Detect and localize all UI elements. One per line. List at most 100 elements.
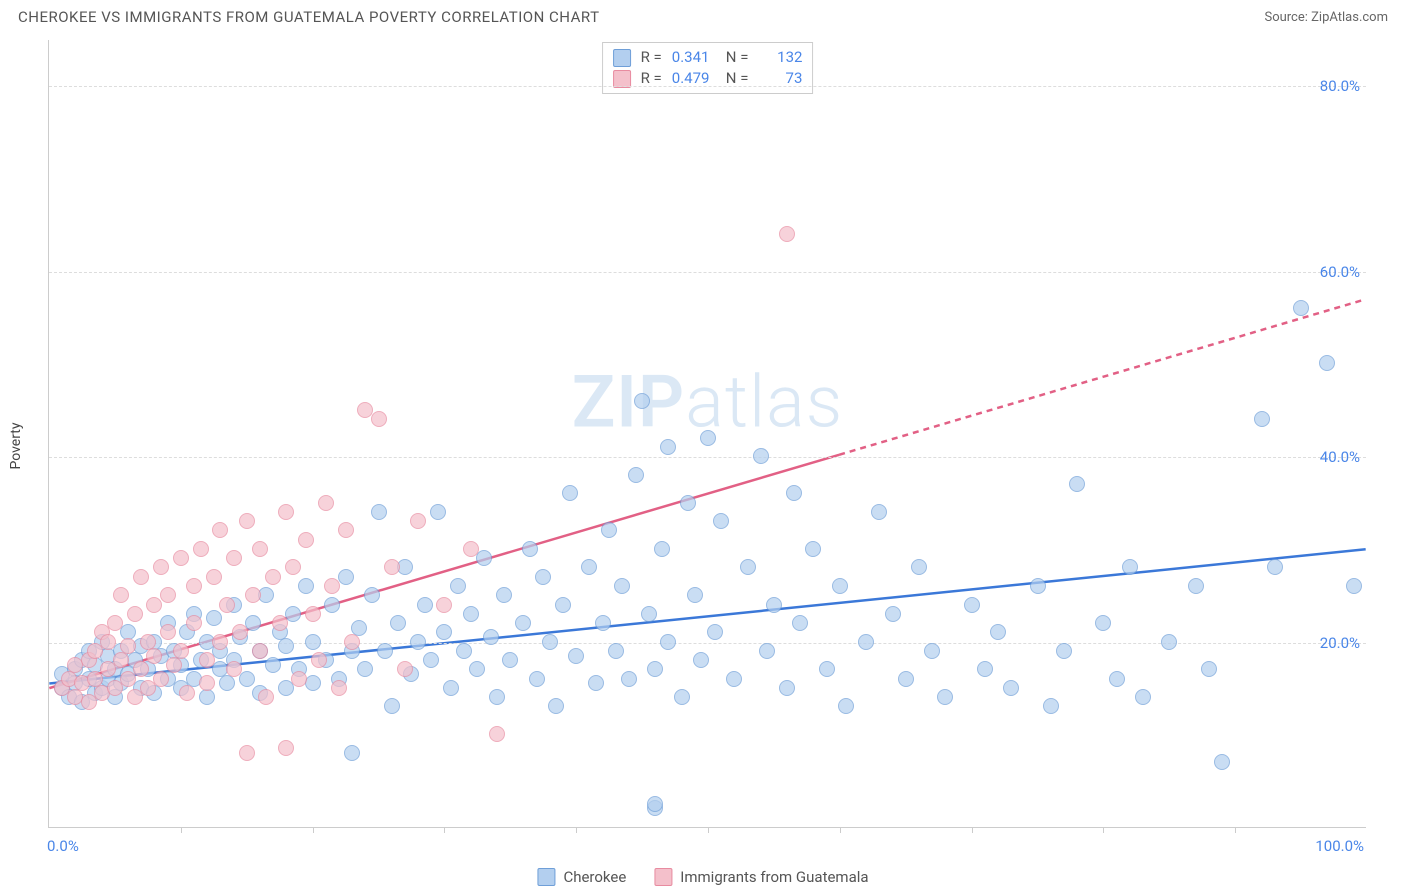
data-point	[779, 226, 795, 242]
data-point	[1201, 661, 1217, 677]
data-point	[272, 615, 288, 631]
data-point	[219, 597, 235, 613]
data-point	[964, 597, 980, 613]
data-point	[278, 638, 294, 654]
data-point	[318, 495, 334, 511]
legend-item: Immigrants from Guatemala	[654, 868, 868, 886]
data-point	[371, 504, 387, 520]
data-point	[285, 559, 301, 575]
data-point	[489, 726, 505, 742]
gridline	[49, 272, 1366, 273]
x-tick	[576, 827, 577, 833]
data-point	[179, 685, 195, 701]
legend-item: Cherokee	[537, 868, 626, 886]
data-point	[430, 504, 446, 520]
data-point	[581, 559, 597, 575]
data-point	[542, 634, 558, 650]
data-point	[568, 648, 584, 664]
data-point	[634, 393, 650, 409]
data-point	[153, 671, 169, 687]
data-point	[265, 569, 281, 585]
legend-r-val: 0.341	[672, 47, 716, 68]
data-point	[324, 578, 340, 594]
data-point	[344, 745, 360, 761]
x-tick-max: 100.0%	[1315, 837, 1364, 855]
data-point	[173, 550, 189, 566]
data-point	[832, 578, 848, 594]
data-point	[423, 652, 439, 668]
data-point	[153, 559, 169, 575]
source-label: Source: ZipAtlas.com	[1264, 10, 1388, 25]
data-point	[759, 643, 775, 659]
data-point	[595, 615, 611, 631]
data-point	[324, 597, 340, 613]
data-point	[977, 661, 993, 677]
data-point	[146, 648, 162, 664]
data-point	[700, 430, 716, 446]
data-point	[173, 643, 189, 659]
legend-swatch	[537, 868, 555, 886]
legend-swatch	[654, 868, 672, 886]
data-point	[693, 652, 709, 668]
data-point	[740, 559, 756, 575]
data-point	[1003, 680, 1019, 696]
data-point	[614, 578, 630, 594]
data-point	[502, 652, 518, 668]
scatter-plot: ZIPatlas R =0.341N =132R =0.479N =73 0.0…	[48, 40, 1366, 828]
data-point	[529, 671, 545, 687]
data-point	[924, 643, 940, 659]
x-tick	[972, 827, 973, 833]
data-point	[166, 657, 182, 673]
data-point	[687, 587, 703, 603]
data-point	[193, 541, 209, 557]
data-point	[515, 615, 531, 631]
data-point	[450, 578, 466, 594]
legend-swatch	[613, 49, 631, 67]
data-point	[199, 689, 215, 705]
data-point	[212, 522, 228, 538]
data-point	[226, 661, 242, 677]
legend-r-key: R =	[641, 47, 662, 68]
data-point	[674, 689, 690, 705]
data-point	[410, 513, 426, 529]
series-legend: Cherokee Immigrants from Guatemala	[537, 868, 868, 886]
data-point	[160, 587, 176, 603]
data-point	[285, 606, 301, 622]
x-tick	[708, 827, 709, 833]
gridline	[49, 86, 1366, 87]
x-tick	[444, 827, 445, 833]
data-point	[252, 541, 268, 557]
data-point	[1030, 578, 1046, 594]
data-point	[753, 448, 769, 464]
x-tick	[313, 827, 314, 833]
data-point	[601, 522, 617, 538]
data-point	[133, 661, 149, 677]
data-point	[660, 634, 676, 650]
data-point	[819, 661, 835, 677]
legend-n-val: 132	[758, 47, 802, 68]
legend-n-key: N =	[726, 47, 749, 68]
data-point	[726, 671, 742, 687]
data-point	[1069, 476, 1085, 492]
data-point	[1346, 578, 1362, 594]
data-point	[496, 587, 512, 603]
data-point	[1267, 559, 1283, 575]
data-point	[647, 796, 663, 812]
data-point	[206, 610, 222, 626]
data-point	[885, 606, 901, 622]
data-point	[937, 689, 953, 705]
data-point	[338, 522, 354, 538]
data-point	[608, 643, 624, 659]
legend-row: R = 0.341 N = 132	[613, 47, 803, 68]
data-point	[298, 532, 314, 548]
data-point	[212, 634, 228, 650]
data-point	[127, 606, 143, 622]
data-point	[100, 634, 116, 650]
data-point	[311, 652, 327, 668]
data-point	[278, 504, 294, 520]
data-point	[1254, 411, 1270, 427]
data-point	[364, 587, 380, 603]
data-point	[133, 569, 149, 585]
data-point	[548, 698, 564, 714]
data-point	[990, 624, 1006, 640]
